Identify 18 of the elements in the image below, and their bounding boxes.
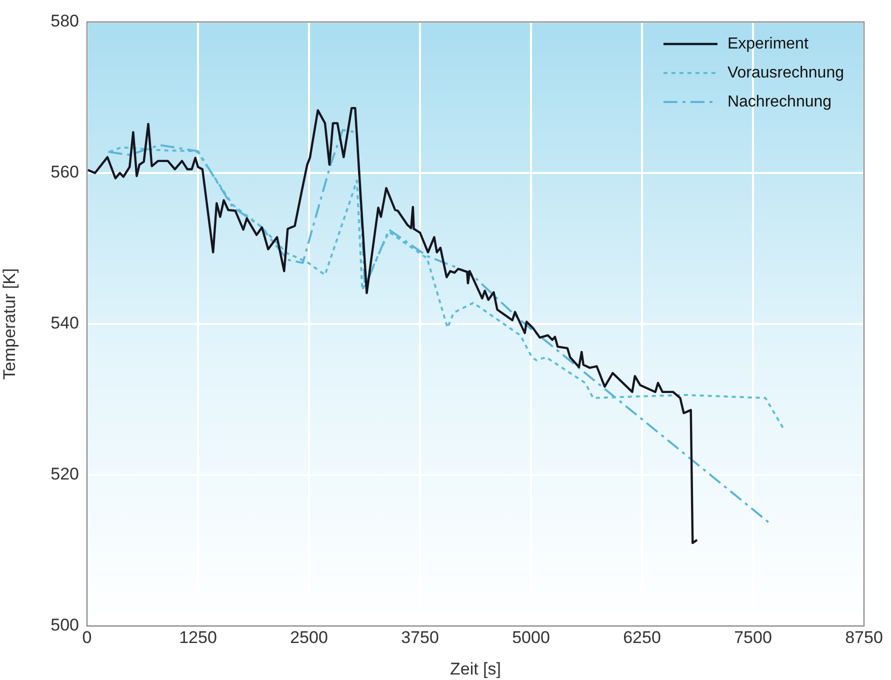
x-tick-label: 8750 [845,628,883,647]
y-tick-label: 540 [50,314,79,333]
x-tick-label: 6250 [623,628,661,647]
y-axis-title: Temperatur [K] [0,268,19,380]
x-tick-label: 5000 [512,628,550,647]
x-tick-label: 3750 [401,628,439,647]
y-tick-label: 580 [50,12,79,31]
x-tick-label: 1250 [179,628,217,647]
y-tick-label: 560 [50,162,79,182]
x-axis-title: Zeit [s] [450,659,502,678]
x-tick-label: 0 [82,628,92,647]
legend-label: Nachrechnung [727,93,832,110]
y-tick-label: 500 [50,616,79,635]
legend-label: Vorausrechnung [727,64,844,82]
x-tick-label: 2500 [290,628,328,647]
y-tick-label: 520 [50,464,79,484]
legend-label: Experiment [727,35,809,52]
x-tick-label: 7500 [734,628,772,647]
